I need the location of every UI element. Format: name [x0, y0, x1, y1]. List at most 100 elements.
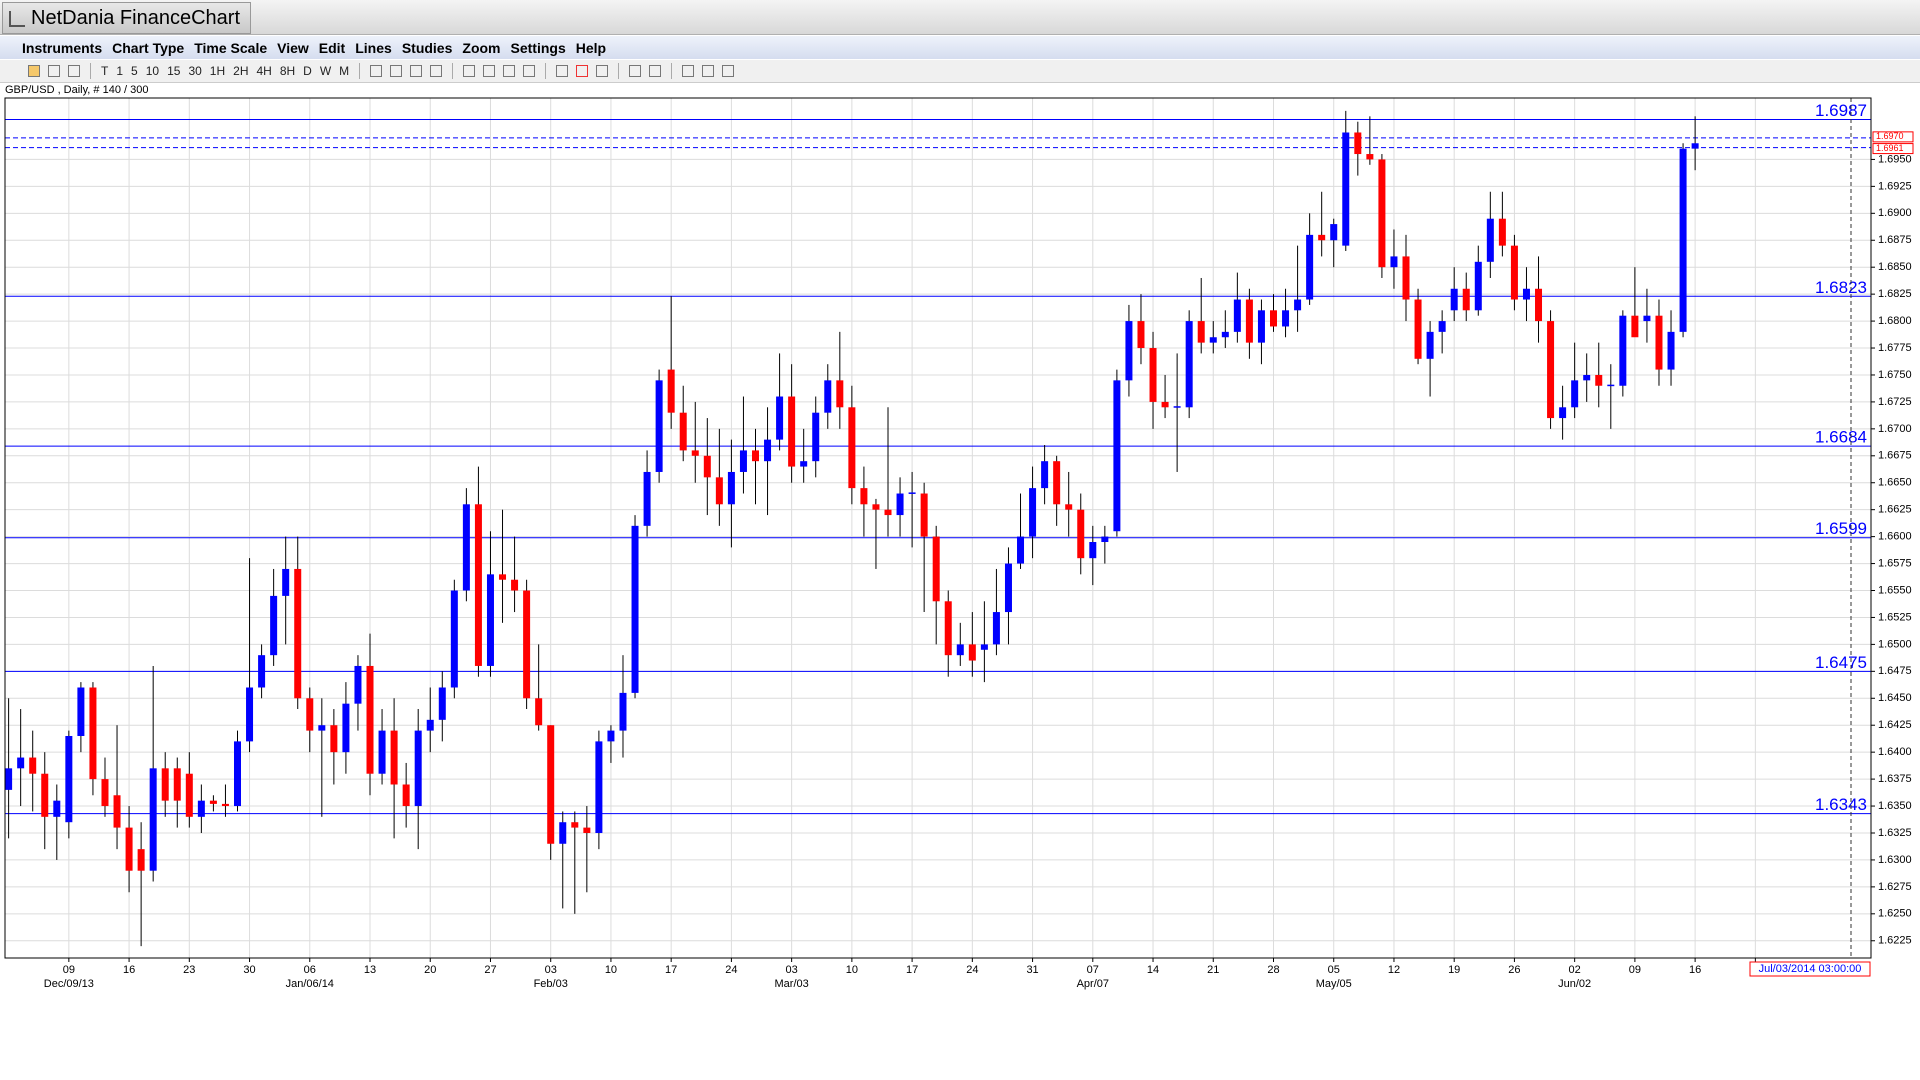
candle-body: [1197, 321, 1205, 343]
y-tick-label: 1.6725: [1878, 396, 1912, 408]
candle-body: [1330, 224, 1338, 241]
menu-item[interactable]: View: [277, 39, 309, 56]
x-tick-label: 31: [1026, 964, 1038, 976]
tool-icon[interactable]: [28, 65, 40, 77]
timeframe-button[interactable]: T: [101, 64, 109, 78]
timeframe-button[interactable]: 8H: [279, 64, 296, 78]
tool-icon[interactable]: [556, 65, 569, 77]
tool-icon[interactable]: [503, 65, 516, 77]
candle-body: [715, 477, 723, 505]
candle-body: [667, 369, 675, 413]
separator: [452, 63, 454, 79]
title-bar: NetDania FinanceChart: [0, 0, 1920, 35]
candle-body: [330, 725, 338, 753]
candle-body: [1089, 542, 1097, 559]
menu-item[interactable]: Help: [575, 39, 607, 56]
menu-item[interactable]: Lines: [355, 39, 392, 56]
tool-icon[interactable]: [463, 65, 476, 77]
y-tick-label: 1.6900: [1878, 207, 1912, 219]
candle-body: [655, 380, 663, 472]
tool-icon[interactable]: [48, 65, 60, 77]
candle-body: [354, 665, 362, 704]
menu-item[interactable]: Instruments: [22, 39, 103, 56]
candle-body: [366, 665, 374, 774]
timeframe-button[interactable]: 30: [188, 64, 202, 78]
y-tick-label: 1.6625: [1878, 504, 1912, 516]
menu-item[interactable]: Edit: [318, 39, 346, 56]
y-tick-label: 1.6750: [1878, 369, 1912, 381]
x-tick-label: 19: [1448, 964, 1460, 976]
candle-body: [149, 768, 157, 871]
timeframe-button[interactable]: 2H: [233, 64, 249, 78]
x-major-label: Jan/06/14: [286, 978, 334, 990]
tool-icon[interactable]: [370, 65, 383, 77]
timeframe-button[interactable]: M: [339, 64, 350, 78]
candle-body: [884, 509, 892, 516]
tool-icon[interactable]: [410, 65, 423, 77]
window-title: NetDania FinanceChart: [31, 7, 240, 29]
y-tick-label: 1.6325: [1878, 827, 1912, 839]
candle-body: [438, 687, 446, 720]
candle-body: [5, 768, 13, 790]
candle-body: [944, 601, 952, 656]
chart: GBP/USD , Daily, # 140 / 300 1.6225 1.625…: [4, 84, 1914, 990]
candle-body: [1233, 299, 1241, 332]
y-tick-label: 1.6525: [1878, 611, 1912, 623]
tool-icon[interactable]: [649, 65, 662, 77]
tool-icon[interactable]: [430, 65, 443, 77]
candle-body: [1101, 536, 1109, 543]
tool-icon[interactable]: [596, 65, 609, 77]
candle-body: [1282, 310, 1290, 327]
tool-icon[interactable]: [68, 65, 80, 77]
candle-body: [499, 574, 507, 580]
y-tick-label: 1.6500: [1878, 638, 1912, 650]
y-tick-label: 1.6350: [1878, 800, 1912, 812]
tool-icon[interactable]: [523, 65, 536, 77]
y-tick-label: 1.6925: [1878, 180, 1912, 192]
menu-item[interactable]: Settings: [510, 39, 566, 56]
menu-item[interactable]: Studies: [401, 39, 453, 56]
y-tick-label: 1.6425: [1878, 719, 1912, 731]
candle-body: [17, 757, 25, 769]
candle-body: [679, 412, 687, 451]
x-tick-label: 17: [906, 964, 918, 976]
timeframe-button[interactable]: 1: [116, 64, 124, 78]
candle-body: [1667, 331, 1675, 370]
window-tab[interactable]: NetDania FinanceChart: [2, 2, 251, 34]
tool-icon[interactable]: [722, 65, 735, 77]
tool-icon[interactable]: [390, 65, 403, 77]
candle-body: [812, 412, 820, 462]
timeframe-button[interactable]: W: [319, 64, 332, 78]
timeframe-button[interactable]: 1H: [209, 64, 226, 78]
x-tick-label: 09: [1629, 964, 1641, 976]
candle-body: [1378, 159, 1386, 268]
tool-icon[interactable]: [576, 65, 589, 77]
candle-body: [113, 795, 121, 828]
menu-item[interactable]: Time Scale: [194, 39, 268, 56]
tool-icon[interactable]: [682, 65, 695, 77]
level-label: 1.6684: [1815, 428, 1867, 447]
timeframe-button[interactable]: 15: [167, 64, 181, 78]
timeframe-button[interactable]: 10: [145, 64, 160, 78]
candle-body: [860, 488, 868, 505]
y-tick-label: 1.6675: [1878, 450, 1912, 462]
cursor-time: Jul/03/2014 03:00:00: [1759, 963, 1862, 975]
tool-icon[interactable]: [629, 65, 642, 77]
candle-body: [1173, 406, 1181, 408]
y-tick-label: 1.6250: [1878, 908, 1912, 920]
candle-body: [691, 450, 699, 456]
candle-body: [1438, 321, 1446, 332]
menu-item[interactable]: Zoom: [462, 39, 501, 56]
x-tick-label: 14: [1147, 964, 1159, 976]
candle-body: [1294, 299, 1302, 311]
y-tick-label: 1.6775: [1878, 342, 1912, 354]
timeframe-button[interactable]: 4H: [256, 64, 272, 78]
candle-body: [1342, 132, 1350, 246]
x-tick-label: 13: [364, 964, 376, 976]
timeframe-button[interactable]: D: [303, 64, 312, 78]
menu-item[interactable]: Chart Type: [112, 39, 185, 56]
tool-icon[interactable]: [483, 65, 496, 77]
x-tick-label: 27: [484, 964, 496, 976]
tool-icon[interactable]: [702, 65, 715, 77]
timeframe-button[interactable]: 5: [131, 64, 138, 78]
